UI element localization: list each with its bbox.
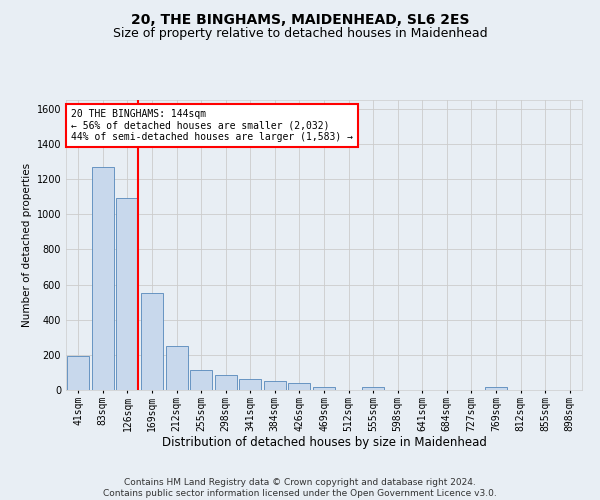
- Bar: [215, 375, 237, 390]
- Bar: [190, 370, 212, 390]
- Bar: [313, 388, 335, 390]
- Bar: [92, 167, 114, 390]
- Bar: [362, 388, 384, 390]
- Y-axis label: Number of detached properties: Number of detached properties: [22, 163, 32, 327]
- Bar: [239, 378, 262, 390]
- Bar: [289, 383, 310, 390]
- Bar: [166, 346, 188, 390]
- Bar: [67, 356, 89, 390]
- Bar: [116, 198, 139, 390]
- Bar: [264, 381, 286, 390]
- Bar: [485, 388, 507, 390]
- Text: 20, THE BINGHAMS, MAIDENHEAD, SL6 2ES: 20, THE BINGHAMS, MAIDENHEAD, SL6 2ES: [131, 12, 469, 26]
- Text: Contains HM Land Registry data © Crown copyright and database right 2024.
Contai: Contains HM Land Registry data © Crown c…: [103, 478, 497, 498]
- Text: 20 THE BINGHAMS: 144sqm
← 56% of detached houses are smaller (2,032)
44% of semi: 20 THE BINGHAMS: 144sqm ← 56% of detache…: [71, 108, 353, 142]
- Text: Size of property relative to detached houses in Maidenhead: Size of property relative to detached ho…: [113, 28, 487, 40]
- Bar: [141, 294, 163, 390]
- X-axis label: Distribution of detached houses by size in Maidenhead: Distribution of detached houses by size …: [161, 436, 487, 450]
